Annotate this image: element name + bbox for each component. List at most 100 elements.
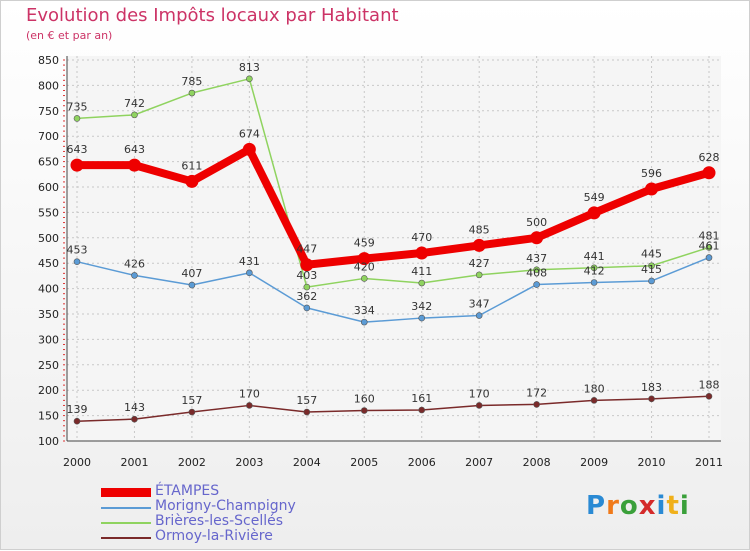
- data-label: 596: [641, 167, 662, 180]
- data-label: 445: [641, 248, 662, 261]
- y-tick-label: 450: [38, 257, 59, 270]
- data-label: 453: [67, 244, 88, 257]
- data-point: [360, 407, 368, 414]
- data-point: [131, 415, 138, 423]
- y-tick-label: 600: [38, 181, 59, 194]
- legend-swatch: [101, 488, 151, 497]
- data-label: 183: [641, 381, 662, 394]
- data-label: 470: [411, 231, 432, 244]
- data-point: [303, 283, 311, 291]
- data-point: [246, 402, 253, 409]
- legend-label: Morigny-Champigny: [155, 498, 296, 514]
- y-tick-label: 800: [38, 79, 59, 92]
- data-label: 431: [239, 255, 260, 268]
- data-label: 674: [239, 127, 260, 140]
- data-point: [705, 244, 713, 251]
- data-point: [587, 206, 601, 220]
- data-point: [73, 417, 81, 425]
- data-label: 485: [469, 223, 490, 236]
- data-label: 334: [354, 304, 375, 317]
- chart-title: Evolution des Impôts locaux par Habitant: [26, 5, 399, 26]
- data-point: [705, 392, 713, 400]
- y-tick-label: 700: [38, 130, 59, 143]
- y-tick-label: 300: [38, 333, 59, 346]
- data-label: 411: [411, 265, 432, 278]
- data-point: [188, 89, 196, 97]
- y-tick-label: 400: [38, 283, 59, 296]
- series-line: [73, 145, 713, 269]
- data-point: [705, 254, 713, 261]
- logo-letter: i: [656, 491, 667, 521]
- data-point: [242, 142, 256, 156]
- data-point: [418, 314, 426, 322]
- data-label: 188: [699, 378, 720, 391]
- data-point: [70, 158, 84, 172]
- data-point: [73, 258, 81, 265]
- legend-swatch: [101, 506, 151, 509]
- data-label: 143: [124, 401, 145, 414]
- proxiti-logo: Proxiti: [586, 491, 690, 521]
- y-tick-label: 650: [38, 156, 59, 169]
- data-point: [188, 408, 196, 416]
- data-point: [127, 158, 141, 172]
- x-tick-label: 2008: [523, 456, 551, 469]
- data-point: [300, 258, 314, 272]
- series-line: [76, 395, 710, 422]
- logo-letter: o: [619, 491, 639, 521]
- x-tick-label: 2007: [465, 456, 493, 469]
- y-tick-label: 550: [38, 206, 59, 219]
- data-label: 461: [699, 240, 720, 253]
- y-tick-label: 500: [38, 232, 59, 245]
- chart-subtitle: (en € et par an): [26, 29, 113, 42]
- data-point: [533, 401, 540, 408]
- data-label: 643: [124, 143, 145, 156]
- data-label: 437: [526, 252, 547, 265]
- data-point: [303, 408, 311, 416]
- data-label: 161: [411, 392, 432, 405]
- data-label: 735: [67, 100, 88, 113]
- data-point: [357, 252, 371, 266]
- data-label: 611: [181, 159, 202, 172]
- x-tick-label: 2000: [63, 456, 91, 469]
- data-label: 643: [67, 143, 88, 156]
- y-tick-label: 150: [38, 410, 59, 423]
- data-point: [648, 277, 655, 285]
- data-label: 160: [354, 393, 375, 406]
- y-tick-label: 200: [38, 384, 59, 397]
- data-point: [303, 304, 311, 312]
- data-point: [360, 318, 368, 326]
- data-point: [590, 279, 598, 286]
- data-point: [246, 269, 253, 277]
- legend-label: Brières-les-Scellés: [155, 513, 284, 529]
- data-point: [131, 111, 138, 119]
- plot-area: [67, 56, 721, 441]
- data-point: [702, 166, 716, 180]
- data-label: 362: [296, 290, 317, 303]
- data-label: 420: [354, 260, 375, 273]
- x-tick-label: 2003: [235, 456, 263, 469]
- data-label: 407: [181, 267, 202, 280]
- data-label: 459: [354, 237, 375, 250]
- logo-letter: x: [638, 491, 657, 521]
- data-label: 412: [584, 265, 605, 278]
- data-point: [360, 275, 368, 282]
- data-label: 481: [699, 229, 720, 242]
- data-label: 549: [584, 191, 605, 204]
- data-point: [475, 312, 483, 319]
- legend-swatch: [101, 521, 151, 524]
- y-tick-label: 750: [38, 105, 59, 118]
- x-tick-label: 2009: [580, 456, 608, 469]
- data-label: 180: [584, 382, 605, 395]
- x-tick-label: 2002: [178, 456, 206, 469]
- x-tick-label: 2005: [350, 456, 378, 469]
- data-point: [418, 406, 426, 414]
- data-label: 427: [469, 257, 490, 270]
- data-point: [533, 266, 540, 274]
- data-point: [131, 272, 138, 279]
- data-point: [246, 75, 253, 83]
- data-label: 813: [239, 61, 260, 74]
- x-tick-label: 2006: [408, 456, 436, 469]
- data-label: 139: [67, 403, 88, 416]
